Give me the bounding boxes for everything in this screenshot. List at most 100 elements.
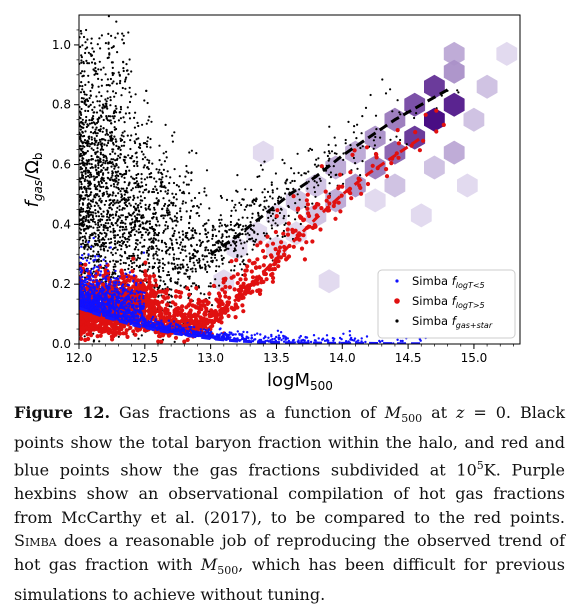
point: [121, 208, 124, 211]
point: [103, 271, 108, 276]
point: [81, 122, 84, 125]
point: [93, 69, 96, 72]
point: [223, 276, 228, 281]
point: [112, 80, 115, 83]
hexbin: [424, 155, 445, 180]
point: [99, 197, 102, 200]
point: [361, 115, 364, 118]
point: [95, 134, 98, 137]
point: [218, 240, 221, 243]
point: [260, 248, 266, 254]
point: [243, 208, 246, 211]
point: [84, 256, 87, 259]
point: [125, 198, 128, 201]
point: [114, 265, 117, 268]
point: [284, 192, 287, 195]
point: [167, 262, 170, 265]
point: [144, 142, 147, 145]
point: [81, 135, 85, 138]
point: [101, 173, 105, 176]
point: [82, 207, 85, 211]
point: [100, 138, 104, 141]
point: [97, 204, 100, 207]
point: [310, 148, 314, 151]
point: [182, 200, 185, 203]
point: [208, 296, 211, 299]
point: [139, 195, 142, 198]
point: [152, 190, 156, 194]
point: [124, 112, 127, 115]
point: [170, 218, 173, 221]
point: [327, 173, 331, 176]
point: [107, 83, 110, 87]
point: [188, 298, 193, 303]
point: [187, 310, 192, 315]
point: [112, 227, 115, 230]
point: [110, 139, 113, 142]
point: [90, 138, 93, 141]
point: [99, 220, 102, 223]
point: [305, 206, 310, 211]
point: [162, 296, 168, 301]
point: [130, 229, 134, 232]
point: [293, 172, 296, 175]
point: [152, 265, 155, 269]
point: [86, 144, 89, 147]
point: [269, 272, 274, 277]
point: [121, 86, 124, 90]
point: [167, 209, 170, 212]
point: [106, 78, 109, 81]
point: [177, 257, 180, 260]
point: [97, 174, 100, 177]
point: [162, 280, 165, 283]
point: [205, 236, 208, 239]
point: [115, 162, 118, 166]
point: [79, 91, 83, 94]
point: [263, 160, 266, 163]
point: [369, 93, 372, 97]
point: [126, 191, 129, 194]
point: [107, 115, 110, 118]
point: [163, 263, 166, 266]
point: [106, 90, 109, 93]
point: [130, 226, 133, 229]
point: [107, 47, 110, 50]
point: [263, 188, 266, 191]
point: [257, 265, 262, 270]
point: [163, 160, 166, 163]
point: [114, 194, 117, 197]
point: [235, 240, 238, 244]
point: [208, 265, 211, 268]
point: [252, 243, 255, 246]
point: [112, 183, 115, 186]
point: [123, 159, 126, 162]
point: [313, 180, 316, 183]
point: [188, 260, 192, 263]
point: [119, 221, 122, 224]
point: [135, 264, 138, 267]
point: [80, 183, 83, 186]
point: [102, 104, 105, 107]
point: [124, 191, 127, 194]
point: [102, 159, 105, 162]
point: [94, 232, 97, 235]
point: [113, 165, 116, 168]
point: [85, 119, 88, 122]
point: [100, 255, 103, 258]
point: [99, 109, 102, 112]
point: [119, 79, 122, 83]
point: [120, 175, 123, 178]
point: [202, 320, 207, 325]
point: [120, 244, 123, 248]
point: [95, 126, 98, 129]
point: [83, 276, 87, 279]
point: [246, 216, 249, 219]
point: [142, 191, 145, 194]
point: [323, 151, 326, 154]
point: [128, 325, 133, 330]
point: [273, 229, 278, 235]
point: [93, 62, 97, 65]
point: [237, 226, 240, 229]
point: [94, 209, 97, 212]
point: [80, 140, 83, 143]
